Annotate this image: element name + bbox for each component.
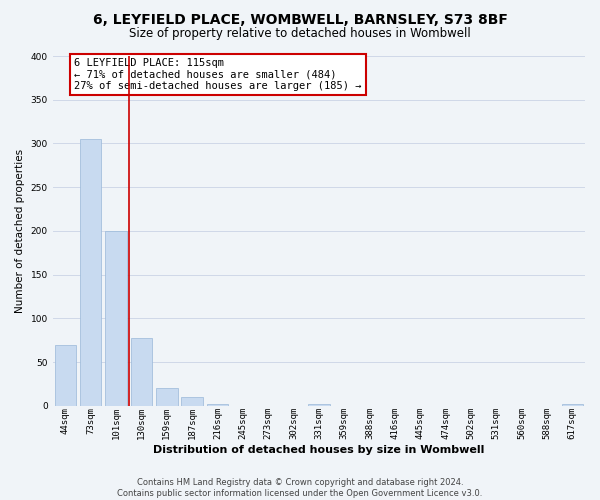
Bar xyxy=(181,397,203,406)
Bar xyxy=(105,231,127,406)
Bar xyxy=(156,388,178,406)
Bar xyxy=(80,139,101,406)
Text: Size of property relative to detached houses in Wombwell: Size of property relative to detached ho… xyxy=(129,28,471,40)
Text: 6 LEYFIELD PLACE: 115sqm
← 71% of detached houses are smaller (484)
27% of semi-: 6 LEYFIELD PLACE: 115sqm ← 71% of detach… xyxy=(74,58,362,91)
Text: 6, LEYFIELD PLACE, WOMBWELL, BARNSLEY, S73 8BF: 6, LEYFIELD PLACE, WOMBWELL, BARNSLEY, S… xyxy=(92,12,508,26)
X-axis label: Distribution of detached houses by size in Wombwell: Distribution of detached houses by size … xyxy=(153,445,485,455)
Bar xyxy=(206,404,228,406)
Text: Contains HM Land Registry data © Crown copyright and database right 2024.
Contai: Contains HM Land Registry data © Crown c… xyxy=(118,478,482,498)
Bar xyxy=(308,404,329,406)
Bar xyxy=(131,338,152,406)
Y-axis label: Number of detached properties: Number of detached properties xyxy=(15,149,25,313)
Bar xyxy=(562,404,583,406)
Bar xyxy=(55,344,76,406)
